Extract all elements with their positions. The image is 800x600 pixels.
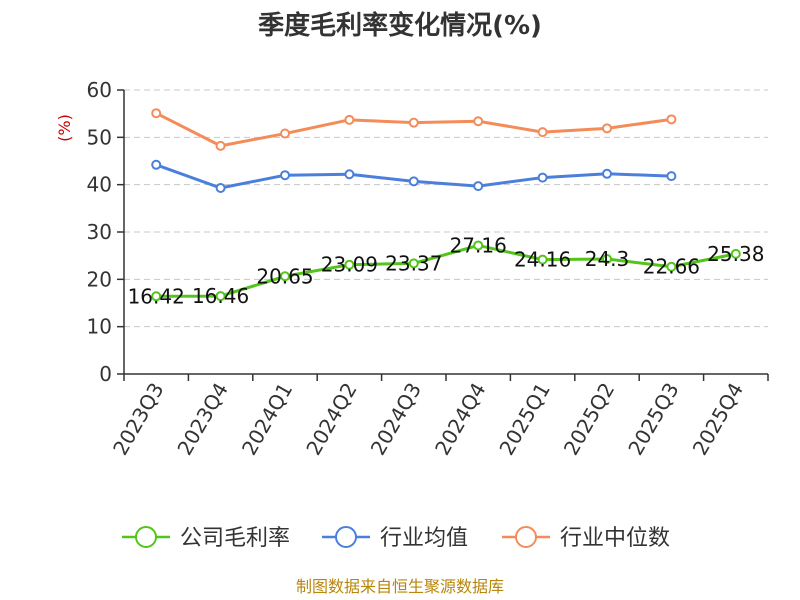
y-axis-label: (%) bbox=[55, 114, 74, 142]
data-point bbox=[473, 240, 484, 251]
data-point bbox=[408, 117, 419, 128]
data-label: 25.38 bbox=[707, 242, 764, 266]
x-tick-label: 2024Q1 bbox=[237, 379, 297, 460]
data-label: 22.66 bbox=[643, 255, 700, 279]
series-lines bbox=[151, 108, 741, 302]
legend-label: 行业均值 bbox=[380, 526, 468, 551]
data-label: 16.46 bbox=[192, 284, 249, 308]
data-label: 27.16 bbox=[450, 233, 507, 257]
data-point bbox=[666, 261, 677, 272]
data-point bbox=[537, 254, 548, 265]
legend: 公司毛利率 行业均值 行业中位数 bbox=[122, 526, 670, 551]
x-tick-label: 2024Q4 bbox=[430, 379, 490, 460]
data-point bbox=[537, 127, 548, 138]
data-point bbox=[408, 258, 419, 269]
data-label: 24.3 bbox=[585, 247, 630, 271]
data-point bbox=[666, 171, 677, 182]
data-label: 23.37 bbox=[385, 251, 442, 275]
legend-marker bbox=[515, 526, 537, 548]
data-point bbox=[602, 123, 612, 134]
x-tick-label: 2023Q3 bbox=[108, 379, 168, 460]
data-point bbox=[537, 172, 548, 183]
x-tick-label: 2025Q1 bbox=[494, 379, 554, 460]
data-point bbox=[215, 291, 226, 302]
data-point bbox=[151, 291, 162, 302]
data-point bbox=[280, 128, 290, 139]
series-line-0 bbox=[156, 243, 737, 298]
x-tick-label: 2025Q2 bbox=[559, 379, 619, 460]
chart-title: 季度毛利率变化情况(%) bbox=[258, 10, 542, 41]
legend-marker bbox=[335, 526, 357, 548]
x-tick-label: 2024Q2 bbox=[301, 379, 361, 460]
data-point bbox=[151, 159, 162, 170]
x-tick-label: 2025Q3 bbox=[623, 379, 683, 460]
data-labels: 16.42 16.46 20.65 23.09 23.37 27.16 24.16 24.3 2… bbox=[128, 233, 765, 308]
data-point bbox=[215, 182, 226, 193]
data-point bbox=[344, 259, 355, 270]
data-point bbox=[151, 108, 162, 119]
y-tick-label: 60 bbox=[87, 78, 112, 102]
data-label: 23.09 bbox=[321, 253, 378, 277]
x-tick-label: 2023Q4 bbox=[172, 379, 232, 460]
data-point bbox=[666, 114, 677, 125]
data-point bbox=[473, 181, 484, 192]
source-note: 制图数据来自恒生聚源数据库 bbox=[296, 577, 504, 596]
legend-label: 公司毛利率 bbox=[180, 526, 290, 551]
legend-marker bbox=[135, 526, 157, 548]
y-tick-label: 20 bbox=[87, 267, 112, 291]
y-tick-label: 50 bbox=[87, 125, 112, 149]
data-point bbox=[280, 271, 290, 282]
data-point bbox=[473, 116, 484, 127]
x-tick-label: 2024Q3 bbox=[366, 379, 426, 460]
y-tick-label: 40 bbox=[87, 173, 112, 197]
x-tick-label: 2025Q4 bbox=[688, 379, 748, 460]
data-point bbox=[344, 114, 355, 125]
data-point bbox=[602, 253, 612, 264]
data-point bbox=[215, 140, 226, 151]
y-tick-label: 30 bbox=[87, 220, 112, 244]
data-label: 16.42 bbox=[128, 284, 185, 308]
data-point bbox=[280, 170, 290, 181]
data-point bbox=[344, 169, 355, 180]
legend-label: 行业中位数 bbox=[560, 526, 670, 551]
y-tick-label: 0 bbox=[99, 362, 112, 386]
data-point bbox=[730, 248, 741, 259]
data-label: 20.65 bbox=[256, 264, 313, 288]
y-tick-label: 10 bbox=[87, 315, 112, 339]
data-point bbox=[602, 168, 612, 179]
data-label: 24.16 bbox=[514, 248, 571, 272]
data-point bbox=[408, 176, 419, 187]
